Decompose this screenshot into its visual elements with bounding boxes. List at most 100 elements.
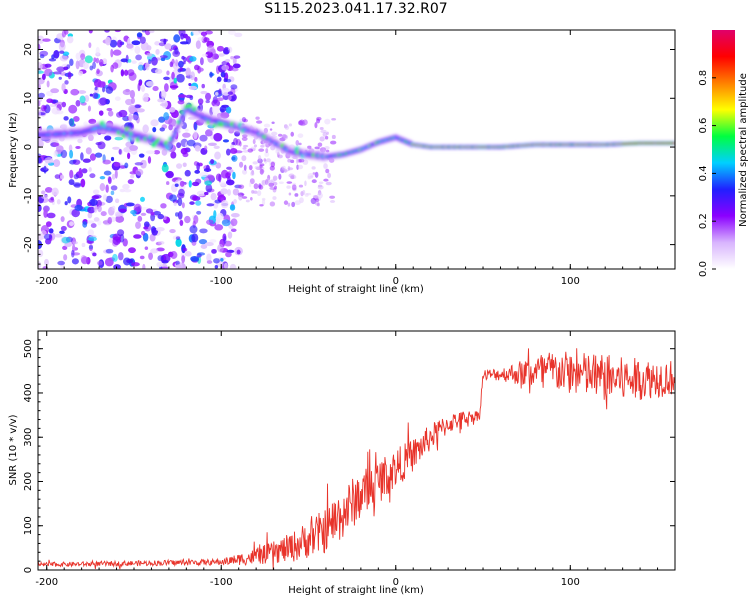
spectrogram-noise-cell [89, 173, 96, 179]
spectrogram-noise-cell [126, 258, 134, 264]
spectrogram-noise-cell [186, 139, 196, 147]
spectrogram-noise-cell [143, 226, 149, 230]
spectrogram-noise-cell [205, 92, 212, 101]
spectrogram-noise-cell [329, 200, 336, 203]
spectrogram-x-tick-label: 100 [561, 276, 580, 287]
spectrogram-noise-cell [43, 206, 49, 213]
spectrogram-noise-cell [213, 132, 223, 142]
spectrogram-noise-cell [92, 61, 96, 70]
colorbar-tick-label: 0.6 [698, 118, 709, 134]
spectrogram-noise-cell [295, 140, 300, 146]
spectrogram-noise-cell [68, 104, 78, 114]
spectrogram-noise-cell [179, 66, 183, 72]
colorbar-gradient [712, 30, 735, 269]
spectrogram-noise-cell [223, 235, 227, 245]
spectrogram-noise-cell [134, 162, 144, 166]
spectrogram-noise-cell [123, 69, 129, 76]
spectrogram-noise-cell [44, 186, 53, 193]
spectrogram-noise-cell [66, 64, 71, 69]
spectrogram-noise-cell [69, 58, 74, 67]
spectrogram-noise-cell [236, 249, 241, 255]
spectrogram-noise-cell [68, 118, 74, 126]
spectrogram-noise-cell [160, 90, 167, 99]
spectrogram-noise-cell [312, 194, 318, 199]
spectrogram-noise-cell [127, 179, 135, 185]
spectrogram-noise-cell [38, 35, 45, 44]
spectrogram-noise-cell [307, 145, 312, 150]
spectrogram-x-axis: -200 -100 0 100 [35, 30, 659, 287]
spectrogram-noise-cell [163, 76, 170, 81]
spectrogram-noise-cell [304, 193, 309, 197]
spectrogram-noise-cell [68, 179, 75, 185]
spectrogram-noise-cell [220, 71, 226, 78]
spectrogram-noise-cell [169, 107, 176, 113]
spectrogram-noise-cell [53, 150, 58, 157]
spectrogram-noise-cell [61, 236, 71, 244]
spectrogram-noise-cell [75, 52, 81, 61]
spectrogram-noise-cell [206, 253, 212, 262]
spectrogram-noise-cell [134, 46, 141, 54]
spectrogram-noise-cell [232, 57, 237, 65]
spectrogram-noise-cell [120, 58, 128, 63]
spectrogram-noise-cell [52, 142, 60, 147]
spectrogram-noise-cell [215, 162, 222, 169]
spectrogram-noise-cell [227, 30, 237, 35]
spectrogram-noise-cell [155, 48, 160, 55]
snr-y-tick-label: 500 [23, 339, 34, 358]
spectrogram-noise-cell [161, 163, 169, 173]
spectrogram-noise-cell [146, 45, 152, 51]
spectrogram-noise-cell [154, 68, 163, 74]
spectrogram-noise-cell [298, 158, 305, 163]
spectrogram-noise-cell [53, 50, 60, 59]
spectrogram-noise-cell [114, 169, 118, 179]
spectrogram-x-label: Height of straight line (km) [288, 284, 424, 295]
spectrogram-noise-cell [282, 134, 288, 139]
spectrogram-noise-cell [286, 185, 291, 189]
spectrogram-noise-cell [198, 239, 208, 245]
spectrogram-noise-cell [265, 148, 269, 154]
spectrogram-noise-cell [43, 233, 53, 240]
spectrogram-noise-cell [310, 197, 317, 205]
spectrogram-noise-cell [264, 151, 270, 157]
spectrogram-noise-cell [189, 201, 195, 205]
spectrogram-noise-cell [314, 146, 320, 150]
spectrogram-noise-cell [160, 57, 166, 62]
spectrogram-noise-cell [112, 253, 118, 262]
spectrogram-noise-cell [77, 138, 83, 144]
snr-frame [37, 330, 676, 571]
spectrogram-noise-cell [287, 202, 291, 207]
spectrogram-noise-cell [185, 94, 193, 99]
spectrogram-noise-cell [105, 248, 114, 254]
spectrogram-noise-cell [110, 185, 118, 191]
snr-x-tick-label: -100 [210, 577, 233, 588]
spectrogram-noise-cell [329, 195, 336, 199]
spectrogram-noise-cell [194, 64, 200, 71]
spectrogram-noise-cell [69, 149, 74, 159]
spectrogram-noise-cell [205, 51, 213, 58]
spectrogram-noise-cell [286, 181, 293, 184]
spectrogram-noise-cell [92, 252, 97, 257]
spectrogram-noise-cell [49, 104, 58, 108]
spectrogram-noise-cell [324, 135, 329, 140]
spectrogram-noise-cell [75, 145, 81, 149]
spectrogram-noise-cell [233, 137, 238, 146]
spectrogram-noise-cell [216, 212, 224, 221]
spectrogram-noise-cell [127, 69, 135, 77]
spectrogram-noise-cell [204, 191, 209, 196]
spectrogram-noise-cell [54, 233, 63, 238]
spectrogram-noise-cell [177, 210, 183, 220]
spectrogram-noise-cell [165, 172, 174, 177]
spectrogram-noise-cell [78, 167, 82, 175]
spectrogram-noise-cell [241, 196, 248, 199]
spectrogram-y-tick-label: -10 [23, 188, 34, 204]
spectrogram-noise-cell [113, 162, 121, 167]
spectrogram-noise-cell [323, 163, 328, 170]
spectrogram-noise-cell [89, 198, 98, 206]
spectrogram-noise-cell [44, 63, 52, 68]
spectrogram-noise-cell [48, 58, 57, 62]
spectrogram-noise-cell [178, 188, 185, 197]
spectrogram-noise-cell [130, 262, 140, 267]
spectrogram-x-tick-label: -200 [35, 276, 58, 287]
spectrogram-noise-cell [291, 201, 296, 208]
spectrogram-noise-cell [56, 199, 61, 205]
